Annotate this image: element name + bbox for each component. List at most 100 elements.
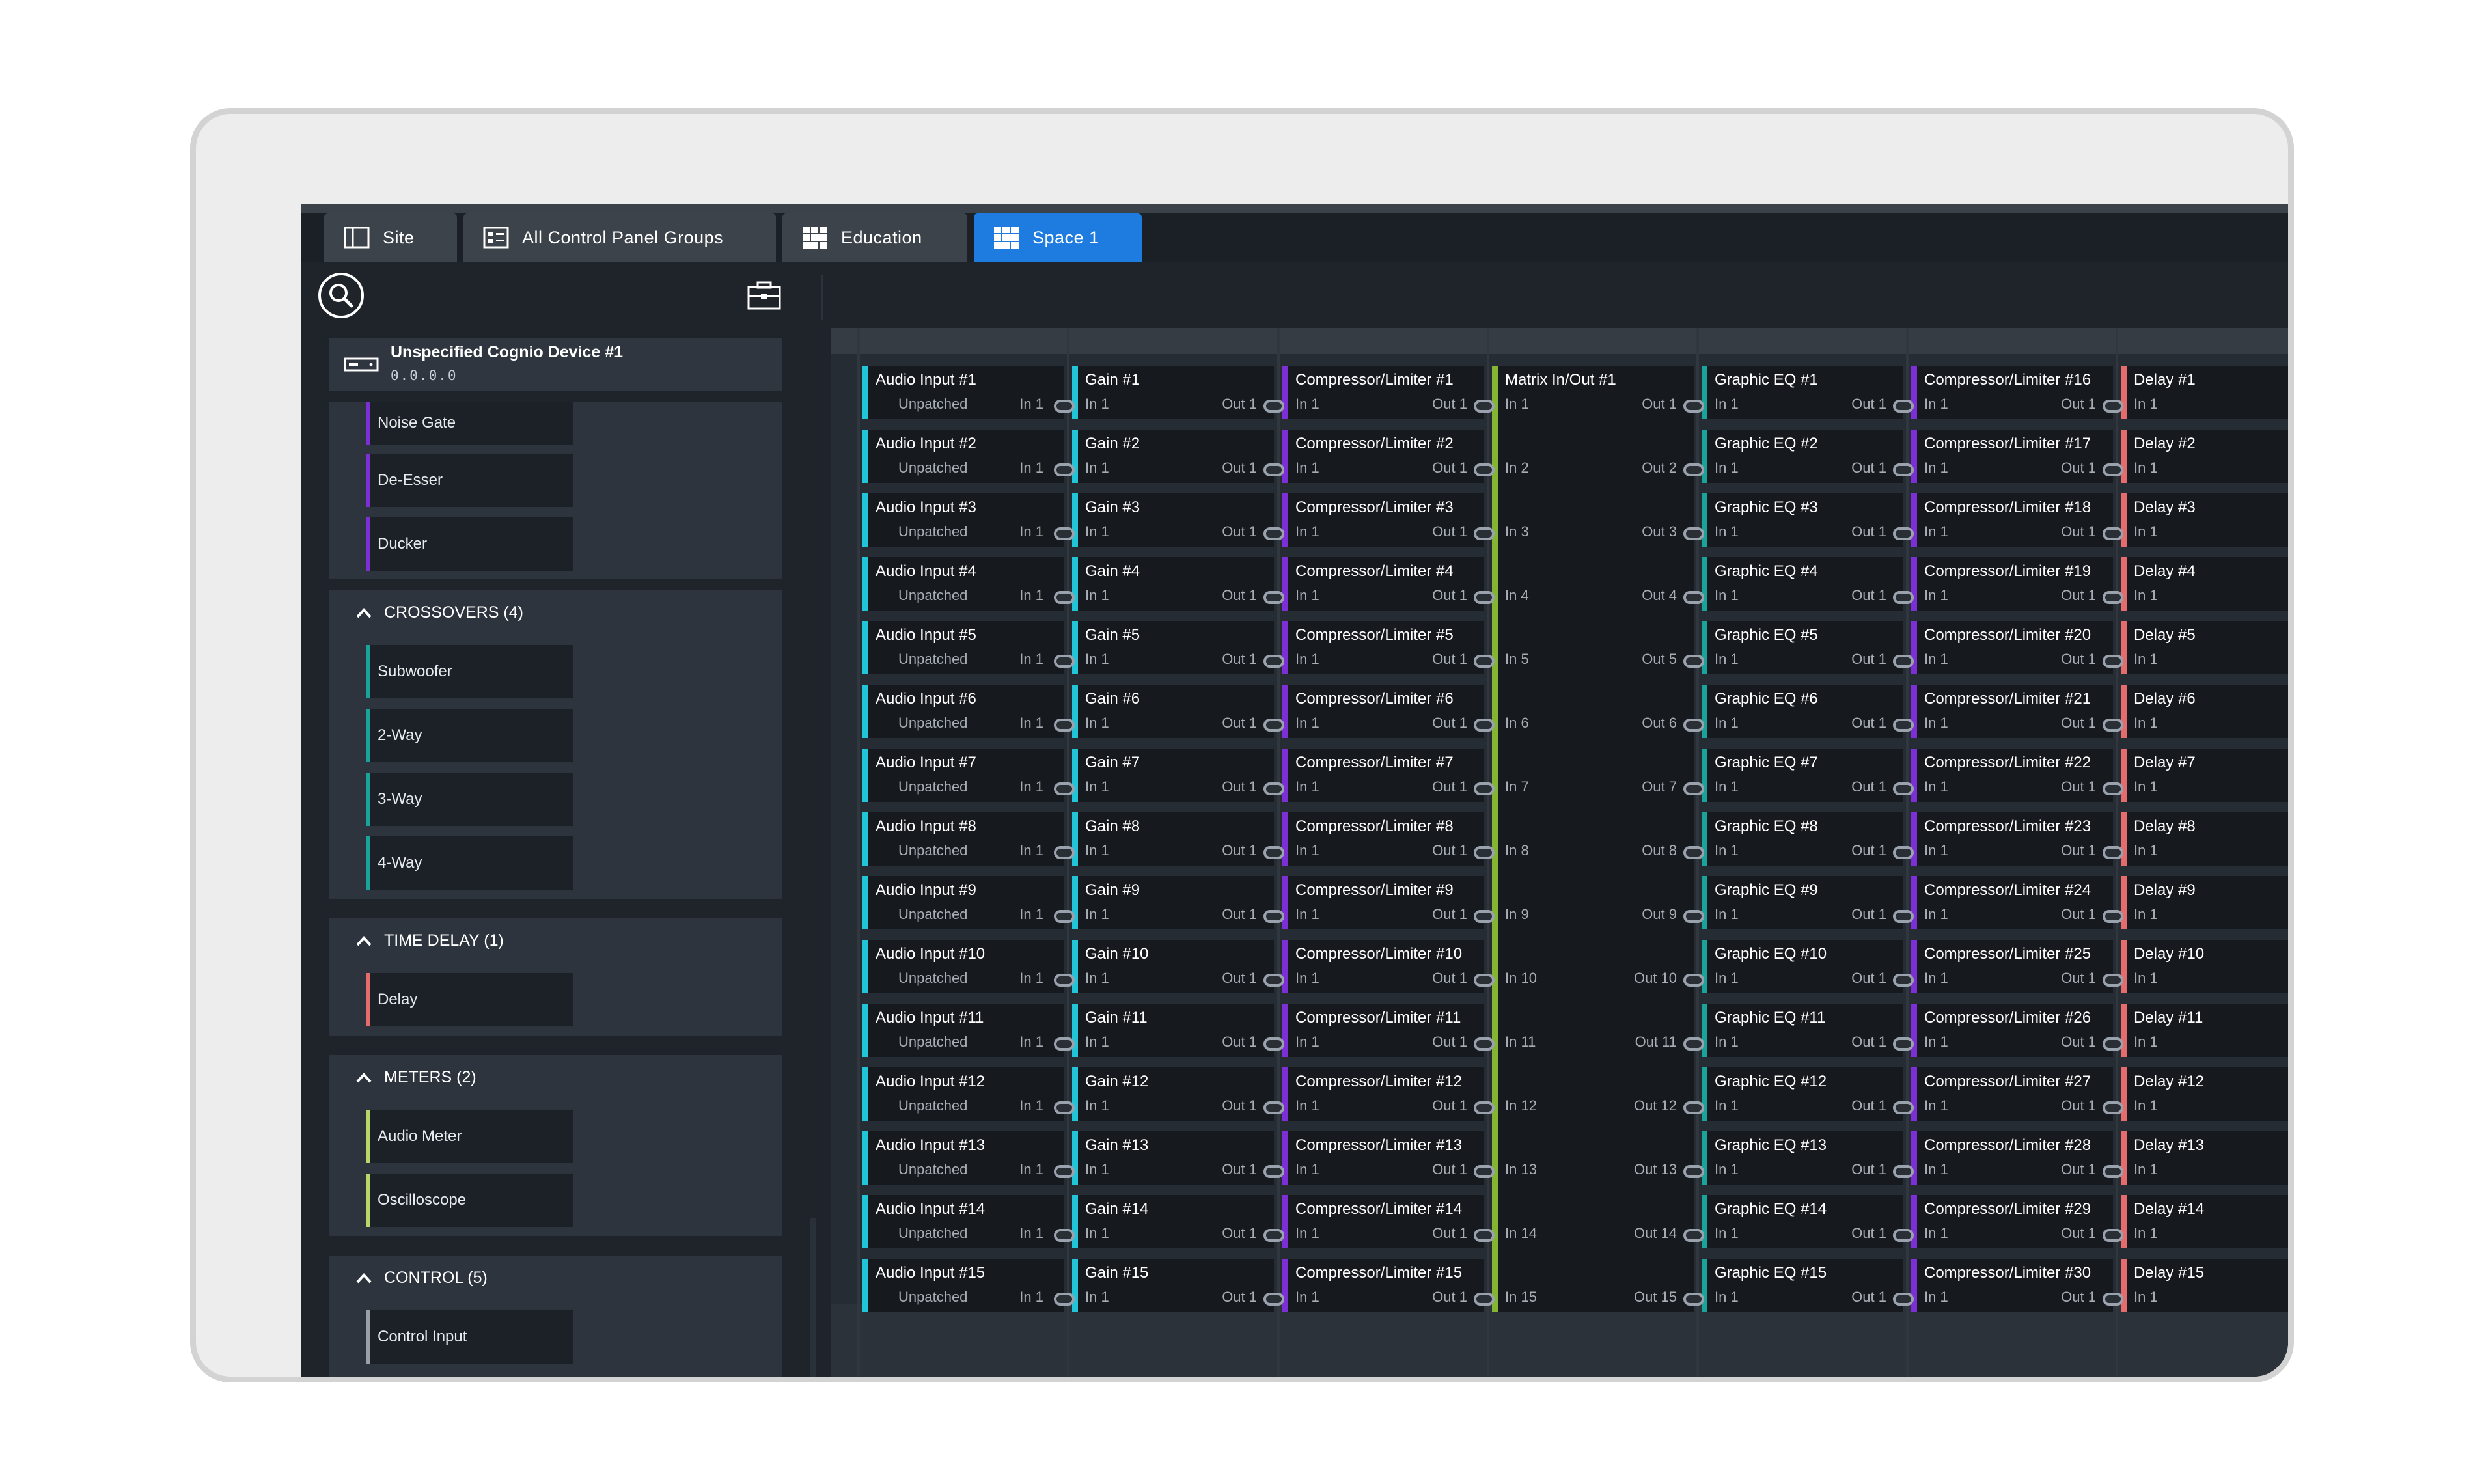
dsp-block[interactable]: Graphic EQ #9 In 1 Out 1 — [1702, 876, 1914, 929]
dsp-block[interactable]: Compressor/Limiter #19 In 1 Out 1 — [1911, 557, 2123, 611]
dsp-block[interactable]: Compressor/Limiter #15 In 1 Out 1 — [1282, 1259, 1495, 1312]
dsp-block[interactable]: Audio Input #12 Unpatched In 1 — [862, 1067, 1075, 1121]
dsp-block[interactable]: Compressor/Limiter #20 In 1 Out 1 — [1911, 621, 2123, 674]
library-item-subwoofer[interactable]: Subwoofer — [366, 645, 573, 698]
output-port[interactable] — [2103, 1037, 2123, 1051]
output-port[interactable] — [1263, 719, 1284, 732]
output-port[interactable] — [1683, 1293, 1704, 1306]
dsp-block[interactable]: Compressor/Limiter #3 In 1 Out 1 — [1282, 493, 1495, 547]
dsp-block[interactable]: Compressor/Limiter #17 In 1 Out 1 — [1911, 430, 2123, 483]
output-port[interactable] — [1054, 1101, 1075, 1114]
dsp-block[interactable]: Compressor/Limiter #18 In 1 Out 1 — [1911, 493, 2123, 547]
dsp-block[interactable]: Compressor/Limiter #23 In 1 Out 1 — [1911, 812, 2123, 866]
output-port[interactable] — [1263, 1101, 1284, 1114]
dsp-block[interactable]: Graphic EQ #6 In 1 Out 1 — [1702, 685, 1914, 738]
library-item-de-esser[interactable]: De-Esser — [366, 454, 573, 507]
output-port[interactable] — [1474, 1101, 1495, 1114]
library-item-oscilloscope[interactable]: Oscilloscope — [366, 1174, 573, 1227]
output-port[interactable] — [1893, 591, 1914, 604]
dsp-block[interactable]: Compressor/Limiter #13 In 1 Out 1 — [1282, 1131, 1495, 1185]
output-port[interactable] — [2103, 1293, 2123, 1306]
dsp-block[interactable]: Gain #11 In 1 Out 1 — [1072, 1004, 1284, 1057]
output-port[interactable] — [1474, 591, 1495, 604]
tab-space-1[interactable]: Space 1 — [974, 213, 1142, 262]
output-port[interactable] — [1054, 846, 1075, 859]
output-port[interactable] — [1054, 1293, 1075, 1306]
output-port[interactable] — [1893, 1229, 1914, 1242]
output-port[interactable] — [2103, 1165, 2123, 1178]
output-port[interactable] — [1054, 974, 1075, 987]
dsp-block[interactable]: Graphic EQ #13 In 1 Out 1 — [1702, 1131, 1914, 1185]
dsp-block[interactable]: Compressor/Limiter #22 In 1 Out 1 — [1911, 749, 2123, 802]
dsp-block[interactable]: Audio Input #9 Unpatched In 1 — [862, 876, 1075, 929]
output-port[interactable] — [2103, 910, 2123, 923]
output-port[interactable] — [1263, 846, 1284, 859]
output-port[interactable] — [1474, 846, 1495, 859]
dsp-block[interactable]: Delay #2In 1Ou — [2121, 430, 2288, 483]
signal-flow-canvas[interactable]: Audio Input #1 Unpatched In 1 Audio Input #… — [831, 328, 2288, 1377]
output-port[interactable] — [1263, 400, 1284, 413]
output-port[interactable] — [1683, 782, 1704, 795]
library-item-delay[interactable]: Delay — [366, 973, 573, 1026]
dsp-block[interactable]: Compressor/Limiter #5 In 1 Out 1 — [1282, 621, 1495, 674]
dsp-block[interactable]: Graphic EQ #5 In 1 Out 1 — [1702, 621, 1914, 674]
dsp-block[interactable]: Graphic EQ #2 In 1 Out 1 — [1702, 430, 1914, 483]
dsp-block[interactable]: Audio Input #10 Unpatched In 1 — [862, 940, 1075, 993]
dsp-block[interactable]: Delay #6In 1Ou — [2121, 685, 2288, 738]
dsp-block[interactable]: Compressor/Limiter #21 In 1 Out 1 — [1911, 685, 2123, 738]
dsp-block[interactable]: Gain #14 In 1 Out 1 — [1072, 1195, 1284, 1248]
output-port[interactable] — [1263, 591, 1284, 604]
matrix-block[interactable]: Matrix In/Out #1 In 1 Out 1 In 2 Out 2 In 3 Ou… — [1492, 366, 1704, 1312]
dsp-block[interactable]: Delay #9In 1Ou — [2121, 876, 2288, 929]
output-port[interactable] — [1474, 1165, 1495, 1178]
output-port[interactable] — [1474, 719, 1495, 732]
dsp-block[interactable]: Graphic EQ #11 In 1 Out 1 — [1702, 1004, 1914, 1057]
output-port[interactable] — [1474, 910, 1495, 923]
dsp-block[interactable]: Audio Input #5 Unpatched In 1 — [862, 621, 1075, 674]
dsp-block[interactable]: Audio Input #11 Unpatched In 1 — [862, 1004, 1075, 1057]
dsp-block[interactable]: Audio Input #14 Unpatched In 1 — [862, 1195, 1075, 1248]
output-port[interactable] — [2103, 846, 2123, 859]
output-port[interactable] — [2103, 463, 2123, 476]
output-port[interactable] — [1893, 655, 1914, 668]
output-port[interactable] — [2103, 719, 2123, 732]
dsp-block[interactable]: Compressor/Limiter #30 In 1 Out 1 — [1911, 1259, 2123, 1312]
output-port[interactable] — [2103, 1101, 2123, 1114]
dsp-block[interactable]: Audio Input #4 Unpatched In 1 — [862, 557, 1075, 611]
output-port[interactable] — [1054, 591, 1075, 604]
time-delay-section-header[interactable]: TIME DELAY (1) — [355, 931, 504, 950]
control-section-header[interactable]: CONTROL (5) — [355, 1269, 488, 1287]
output-port[interactable] — [1683, 400, 1704, 413]
dsp-block[interactable]: Compressor/Limiter #12 In 1 Out 1 — [1282, 1067, 1495, 1121]
output-port[interactable] — [1474, 1293, 1495, 1306]
dsp-block[interactable]: Compressor/Limiter #24 In 1 Out 1 — [1911, 876, 2123, 929]
output-port[interactable] — [1683, 974, 1704, 987]
dsp-block[interactable]: Graphic EQ #10 In 1 Out 1 — [1702, 940, 1914, 993]
dsp-block[interactable]: Audio Input #3 Unpatched In 1 — [862, 493, 1075, 547]
dsp-block[interactable]: Gain #2 In 1 Out 1 — [1072, 430, 1284, 483]
library-item-control-input[interactable]: Control Input — [366, 1310, 573, 1364]
dsp-block[interactable]: Gain #7 In 1 Out 1 — [1072, 749, 1284, 802]
dsp-block[interactable]: Compressor/Limiter #26 In 1 Out 1 — [1911, 1004, 2123, 1057]
output-port[interactable] — [1683, 846, 1704, 859]
tab-education[interactable]: Education — [782, 213, 967, 262]
library-item-audio-meter[interactable]: Audio Meter — [366, 1110, 573, 1163]
output-port[interactable] — [2103, 782, 2123, 795]
output-port[interactable] — [1054, 463, 1075, 476]
output-port[interactable] — [1054, 400, 1075, 413]
device-card[interactable]: Unspecified Cognio Device #1 0.0.0.0 — [329, 338, 782, 391]
output-port[interactable] — [2103, 655, 2123, 668]
dsp-block[interactable]: Gain #8 In 1 Out 1 — [1072, 812, 1284, 866]
output-port[interactable] — [1054, 527, 1075, 540]
output-port[interactable] — [1054, 782, 1075, 795]
output-port[interactable] — [1054, 1037, 1075, 1051]
dsp-block[interactable]: Compressor/Limiter #2 In 1 Out 1 — [1282, 430, 1495, 483]
search-button[interactable] — [316, 271, 366, 320]
output-port[interactable] — [1683, 463, 1704, 476]
dsp-block[interactable]: Gain #9 In 1 Out 1 — [1072, 876, 1284, 929]
output-port[interactable] — [1054, 1229, 1075, 1242]
dsp-block[interactable]: Compressor/Limiter #27 In 1 Out 1 — [1911, 1067, 2123, 1121]
output-port[interactable] — [1474, 974, 1495, 987]
